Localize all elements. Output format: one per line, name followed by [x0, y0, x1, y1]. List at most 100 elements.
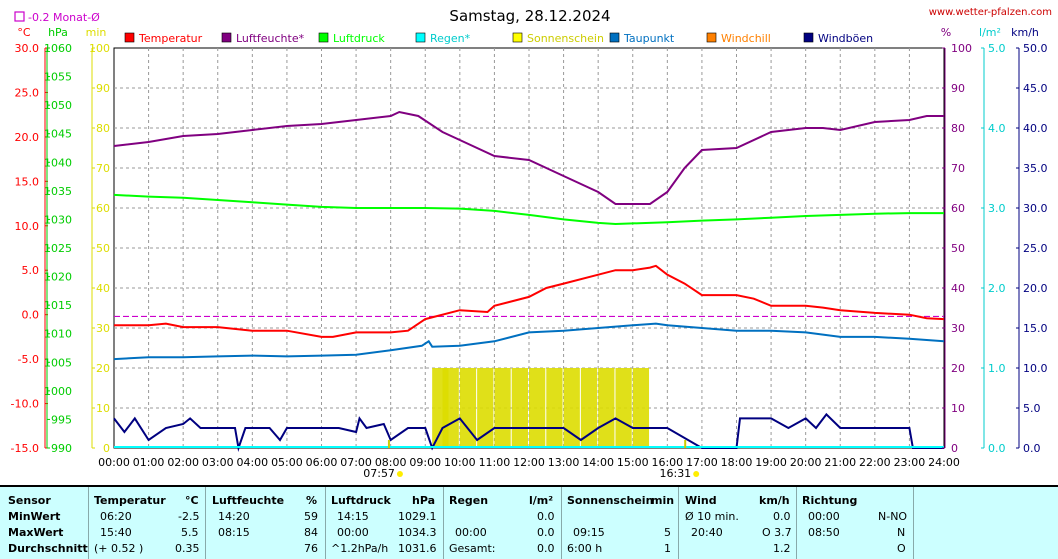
- divider: [561, 487, 562, 559]
- humidity-tick-label: 90: [951, 82, 965, 95]
- sunshine-tick-label: 100: [89, 42, 110, 55]
- chart-title: Samstag, 28.12.2024: [449, 7, 610, 25]
- pressure-tick-label: 995: [51, 413, 72, 426]
- sunshine-bar: [580, 368, 598, 448]
- pressure-tick-label: 1040: [44, 156, 72, 169]
- humidity-tick-label: 20: [951, 362, 965, 375]
- series-taupunkt: [113, 322, 945, 361]
- legend-label: Windchill: [721, 32, 771, 45]
- wind-tick-label: 15.0: [1023, 322, 1048, 335]
- month-avg-marker: [14, 11, 25, 22]
- rain-unit-label: l/m²: [979, 26, 1001, 39]
- pressure-tick-label: 1000: [44, 385, 72, 398]
- wind-header: Wind: [685, 494, 717, 507]
- wind-tick-label: 50.0: [1023, 42, 1048, 55]
- pressure-tick-label: 1005: [44, 356, 72, 369]
- x-tick-label: 24:00: [928, 456, 960, 469]
- rain-header: Regen: [449, 494, 489, 507]
- humidity-max-time: 08:15: [218, 526, 250, 539]
- legend-label: Regen*: [430, 32, 471, 45]
- sunshine-tick-label: 40: [96, 282, 110, 295]
- humidity-tick-label: 10: [951, 402, 965, 415]
- sunshine-bar: [632, 368, 650, 448]
- wind-max-val: O 3.7: [762, 526, 792, 539]
- grid: [114, 48, 944, 448]
- rain-max-time: 00:00: [455, 526, 487, 539]
- pressure-min-val: 1029.1: [398, 510, 437, 523]
- wind-tick-label: 0.0: [1023, 442, 1041, 455]
- divider: [88, 487, 89, 559]
- x-tick-label: 06:00: [306, 456, 338, 469]
- rain-avg-val: 0.0: [537, 542, 555, 555]
- x-tick-label: 22:00: [859, 456, 891, 469]
- pressure-tick-label: 1030: [44, 213, 72, 226]
- sunshine-bar: [615, 368, 632, 448]
- pressure-tick-label: 1015: [44, 299, 72, 312]
- wind-tick-label: 10.0: [1023, 362, 1048, 375]
- pressure-header: Luftdruck: [331, 494, 391, 507]
- series-windben: [113, 412, 944, 452]
- temp-tick-label: 25.0: [15, 86, 40, 99]
- x-tick-label: 09:00: [409, 456, 441, 469]
- legend-label: Windböen: [818, 32, 873, 45]
- humidity-min-time: 14:20: [218, 510, 250, 523]
- sunset-label: 16:31: [659, 467, 691, 480]
- sunshine-bar: [511, 368, 528, 448]
- row-label-sensor: Sensor: [8, 494, 51, 507]
- x-tick-label: 02:00: [167, 456, 199, 469]
- humidity-tick-label: 70: [951, 162, 965, 175]
- rain-tick-label: 5.0: [988, 42, 1006, 55]
- wind-unit-label: km/h: [1011, 26, 1039, 39]
- source-link[interactable]: www.wetter-pfalzen.com: [929, 7, 1052, 18]
- sunshine-avg-label: 6:00 h: [567, 542, 603, 555]
- sunshine-avg-val: 1: [664, 542, 671, 555]
- humidity-avg-val: 76: [304, 542, 318, 555]
- wind-avg-val: 1.2: [773, 542, 791, 555]
- pressure-tick-label: 1025: [44, 242, 72, 255]
- x-tick-label: 03:00: [202, 456, 234, 469]
- direction-avg-val: O: [897, 542, 906, 555]
- sunshine-tick-label: 20: [96, 362, 110, 375]
- divider: [325, 487, 326, 559]
- x-tick-label: 23:00: [894, 456, 926, 469]
- temp-min-val: -2.5: [178, 510, 200, 523]
- rain-tick-label: 2.0: [988, 282, 1006, 295]
- direction-max-val: N: [897, 526, 906, 539]
- temp-tick-label: -5.0: [18, 353, 39, 366]
- wind-min-val: 0.0: [773, 510, 791, 523]
- series-temperatur: [114, 264, 945, 338]
- legend: Temperatur Luftfeuchte* Luftdruck Regen* Son…: [124, 32, 873, 45]
- x-tick-label: 07:00: [340, 456, 372, 469]
- sunshine-tick-label: 0: [103, 442, 110, 455]
- temp-max-val: 5.5: [181, 526, 199, 539]
- divider: [796, 487, 797, 559]
- pressure-max-val: 1034.3: [398, 526, 437, 539]
- legend-label: Luftdruck: [333, 32, 385, 45]
- direction-header: Richtung: [802, 494, 858, 507]
- rain-tick-label: 4.0: [988, 122, 1006, 135]
- humidity-header: Luftfeuchte: [212, 494, 285, 507]
- legend-label: Temperatur: [138, 32, 203, 45]
- sunshine-max-val: 5: [664, 526, 671, 539]
- x-tick-label: 17:00: [686, 456, 718, 469]
- temp-max-time: 15:40: [100, 526, 132, 539]
- humidity-tick-label: 60: [951, 202, 965, 215]
- sunshine-header: Sonnenschein: [567, 494, 654, 507]
- humidity-tick-label: 0: [951, 442, 958, 455]
- wind-tick-label: 20.0: [1023, 282, 1048, 295]
- sunshine-unit: min: [651, 494, 675, 507]
- series-lines: [113, 110, 945, 452]
- pressure-avg-val: 1031.6: [398, 542, 437, 555]
- divider: [205, 487, 206, 559]
- month-avg-label: -0.2 Monat-Ø: [28, 11, 100, 24]
- pressure-tick-label: 1045: [44, 128, 72, 141]
- legend-swatch: [609, 32, 620, 43]
- sunshine-tick-label: 50: [96, 242, 110, 255]
- x-tick-label: 14:00: [582, 456, 614, 469]
- x-tick-label: 01:00: [133, 456, 165, 469]
- temp-tick-label: 10.0: [15, 220, 40, 233]
- sunshine-tick-label: 30: [96, 322, 110, 335]
- x-tick-label: 16:00: [651, 456, 683, 469]
- divider: [443, 487, 444, 559]
- rain-unit: l/m²: [529, 494, 554, 507]
